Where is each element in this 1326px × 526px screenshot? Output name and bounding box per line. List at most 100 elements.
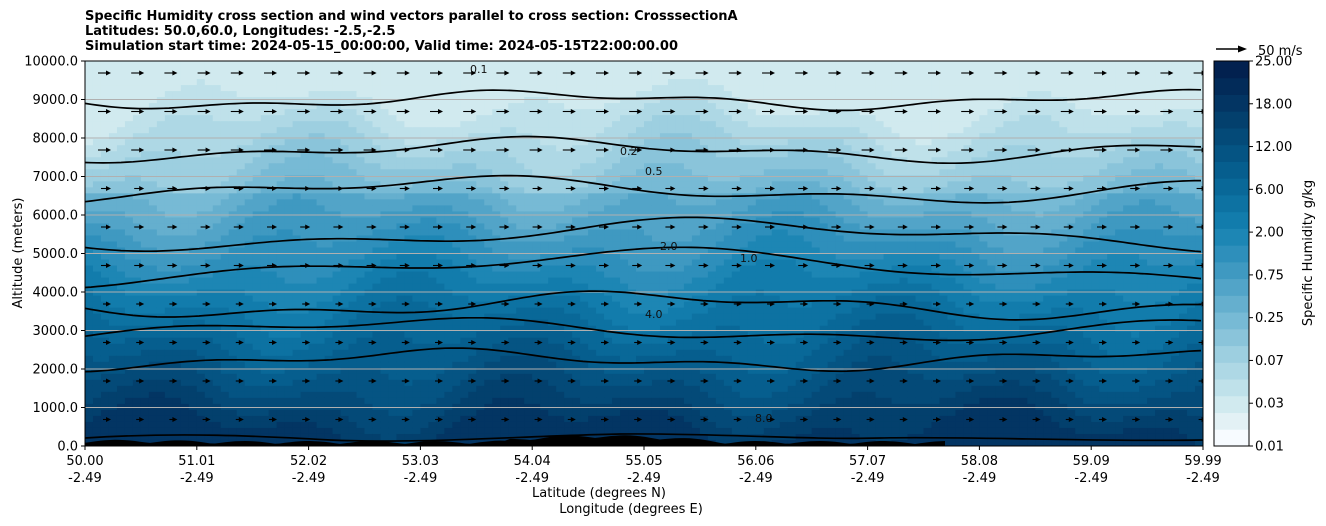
- wind-vector-head: [172, 417, 178, 422]
- wind-vector-head: [338, 417, 344, 422]
- wind-vector-head: [1135, 186, 1141, 191]
- wind-vector-head: [869, 301, 875, 307]
- wind-vector-head: [1201, 186, 1203, 191]
- wind-vector-head: [936, 378, 941, 384]
- wind-vector-head: [703, 340, 709, 345]
- wind-vector-head: [305, 301, 311, 307]
- wind-vector-head: [504, 340, 510, 345]
- y-tick-label: 9000.0: [33, 93, 79, 108]
- wind-vector-head: [604, 301, 609, 307]
- colorbar-swatch: [1214, 127, 1249, 146]
- wind-vector-head: [1002, 186, 1008, 191]
- wind-vector-head: [869, 224, 875, 230]
- wind-vector-head: [969, 109, 975, 114]
- wind-vector-head: [936, 186, 941, 191]
- wind-vector-head: [1035, 186, 1041, 191]
- wind-vector-head: [670, 378, 676, 384]
- colorbar-swatch: [1214, 211, 1249, 229]
- wind-vector-head: [1168, 147, 1174, 153]
- contour-lines: 0.10.20.51.02.04.08.0: [85, 63, 1203, 442]
- contour-line: [85, 135, 1202, 165]
- contour-label: 4.0: [645, 308, 663, 321]
- x-tick-label-lon: -2.49: [180, 471, 214, 486]
- wind-vector-head: [205, 417, 211, 422]
- wind-vector-head: [703, 186, 709, 191]
- wind-vector-head: [637, 224, 643, 230]
- wind-vector-head: [1135, 224, 1141, 230]
- y-tick-label: 2000.0: [33, 363, 79, 378]
- x-tick-label-lat: 53.03: [402, 454, 439, 469]
- wind-vector-head: [703, 70, 709, 76]
- wind-vector-head: [537, 70, 543, 76]
- wind-vector-head: [371, 378, 377, 384]
- wind-vector-head: [404, 263, 410, 268]
- wind-vector-head: [902, 301, 908, 307]
- wind-vector-head: [1068, 224, 1074, 230]
- x-tick-label-lat: 59.99: [1184, 454, 1221, 469]
- wind-vector-head: [172, 70, 178, 76]
- wind-vector-head: [736, 378, 742, 384]
- wind-vector-head: [969, 301, 975, 307]
- x-tick-label-lon: -2.49: [627, 471, 661, 486]
- colorbar: 0.01 0.03 0.07 0.25 0.75 2.00 6.00 12.00 18.00 25…: [1213, 55, 1292, 455]
- wind-vector-head: [936, 147, 941, 153]
- wind-vector-head: [670, 224, 676, 230]
- wind-vector-head: [836, 147, 842, 153]
- wind-vector-head: [471, 378, 477, 384]
- wind-vector-head: [272, 70, 277, 76]
- wind-vector-head: [770, 70, 775, 76]
- wind-vector-head: [139, 378, 145, 384]
- wind-vector-head: [803, 109, 809, 114]
- x-tick-label-lat: 57.07: [849, 454, 886, 469]
- wind-vector-head: [736, 224, 742, 230]
- wind-vector-head: [1201, 417, 1203, 422]
- wind-vector-head: [404, 224, 410, 230]
- wind-vector-head: [404, 109, 410, 114]
- wind-vector-head: [902, 378, 908, 384]
- wind-vector-head: [537, 109, 543, 114]
- colorbar-swatch: [1214, 312, 1249, 330]
- x-tick-label-lat: 51.01: [178, 454, 215, 469]
- wind-vector-head: [338, 263, 344, 268]
- y-tick-label: 10000.0: [24, 55, 78, 70]
- wind-vector-head: [471, 263, 477, 268]
- wind-vector-head: [969, 70, 975, 76]
- wind-vector-head: [770, 263, 775, 268]
- wind-vector-head: [404, 70, 410, 76]
- wind-vector-head: [736, 109, 742, 114]
- wind-vector-head: [770, 147, 775, 153]
- x-tick-label-lon: -2.49: [292, 471, 326, 486]
- wind-vector-head: [172, 340, 178, 345]
- wind-vector-head: [471, 340, 477, 345]
- wind-vector-head: [703, 301, 709, 307]
- wind-vector-head: [1035, 263, 1041, 268]
- colorbar-swatch: [1214, 412, 1249, 430]
- wind-vector-head: [272, 301, 277, 307]
- wind-vector-head: [404, 340, 410, 345]
- wind-vector-head: [1068, 186, 1074, 191]
- wind-vector-head: [836, 340, 842, 345]
- wind-vector-head: [438, 70, 443, 76]
- colorbar-tick-label: 0.01: [1255, 440, 1284, 455]
- chart-title-line3: Simulation start time: 2024-05-15_00:00:…: [85, 39, 678, 54]
- wind-vector-head: [637, 340, 643, 345]
- wind-vector-head: [238, 340, 244, 345]
- contour-label: 8.0: [755, 412, 773, 425]
- wind-vector-head: [736, 70, 742, 76]
- wind-vector-head: [936, 301, 941, 307]
- wind-vector-head: [438, 340, 443, 345]
- wind-vector-head: [1068, 147, 1074, 153]
- wind-vector-head: [1201, 147, 1203, 153]
- wind-vector-head: [803, 417, 809, 422]
- wind-vector-head: [1168, 340, 1174, 345]
- wind-vector-head: [836, 70, 842, 76]
- wind-vector-head: [305, 70, 311, 76]
- wind-vector-head: [1035, 224, 1041, 230]
- wind-vector-head: [869, 109, 875, 114]
- wind-vector-head: [936, 417, 941, 422]
- wind-vector-head: [238, 147, 244, 153]
- wind-vector-head: [703, 263, 709, 268]
- wind-vector-head: [438, 186, 443, 191]
- wind-vector-head: [637, 147, 643, 153]
- wind-vector-head: [869, 186, 875, 191]
